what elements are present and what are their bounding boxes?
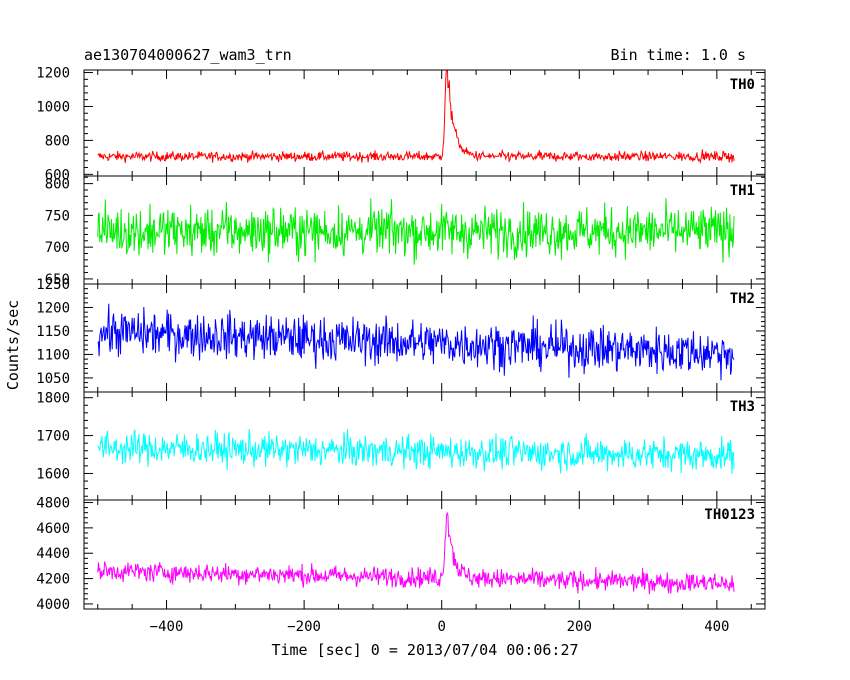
y-tick-label: 1250 <box>36 277 70 293</box>
y-tick-label: 750 <box>45 208 70 224</box>
y-tick-label: 1100 <box>36 347 70 363</box>
y-tick-label: 1200 <box>36 300 70 316</box>
y-tick-label: 650 <box>45 272 70 288</box>
y-tick-label: 4800 <box>36 496 70 512</box>
y-tick-label: 1200 <box>36 66 70 82</box>
x-tick-label: −200 <box>287 619 321 635</box>
x-tick-label: 0 <box>437 619 445 635</box>
panel-label-th2: TH2 <box>730 291 755 307</box>
y-tick-label: 800 <box>45 133 70 149</box>
x-axis-label: Time [sec] 0 = 2013/07/04 00:06:27 <box>271 641 578 659</box>
panel-label-th3: TH3 <box>730 399 755 415</box>
series-line-th2 <box>97 303 735 381</box>
series-line-th0123 <box>97 511 735 595</box>
x-tick-label: −400 <box>150 619 184 635</box>
panel-label-th0123: TH0123 <box>704 507 755 523</box>
y-tick-label: 600 <box>45 167 70 183</box>
y-tick-label: 1000 <box>36 99 70 115</box>
panel-label-th1: TH1 <box>730 183 755 199</box>
bin-time-label: Bin time: 1.0 s <box>611 46 746 64</box>
x-tick-label: 400 <box>704 619 729 635</box>
y-tick-label: 4000 <box>36 597 70 613</box>
y-tick-label: 4600 <box>36 521 70 537</box>
y-tick-label: 700 <box>45 240 70 256</box>
series-line-th0 <box>97 70 735 165</box>
chart-title: ae130704000627_wam3_trn <box>84 46 292 64</box>
x-tick-label: 200 <box>567 619 592 635</box>
y-tick-label: 1700 <box>36 429 70 445</box>
panel-frame-th0123 <box>83 499 766 610</box>
y-tick-label: 4400 <box>36 546 70 562</box>
y-tick-label: 1800 <box>36 391 70 407</box>
y-tick-label: 800 <box>45 177 70 193</box>
series-line-th3 <box>97 428 735 474</box>
y-axis-label: Counts/sec <box>4 300 22 390</box>
y-tick-label: 1600 <box>36 466 70 482</box>
panel-label-th0: TH0 <box>730 77 755 93</box>
y-tick-label: 4200 <box>36 572 70 588</box>
series-line-th1 <box>97 198 735 265</box>
y-tick-label: 1050 <box>36 371 70 387</box>
y-tick-label: 1150 <box>36 324 70 340</box>
